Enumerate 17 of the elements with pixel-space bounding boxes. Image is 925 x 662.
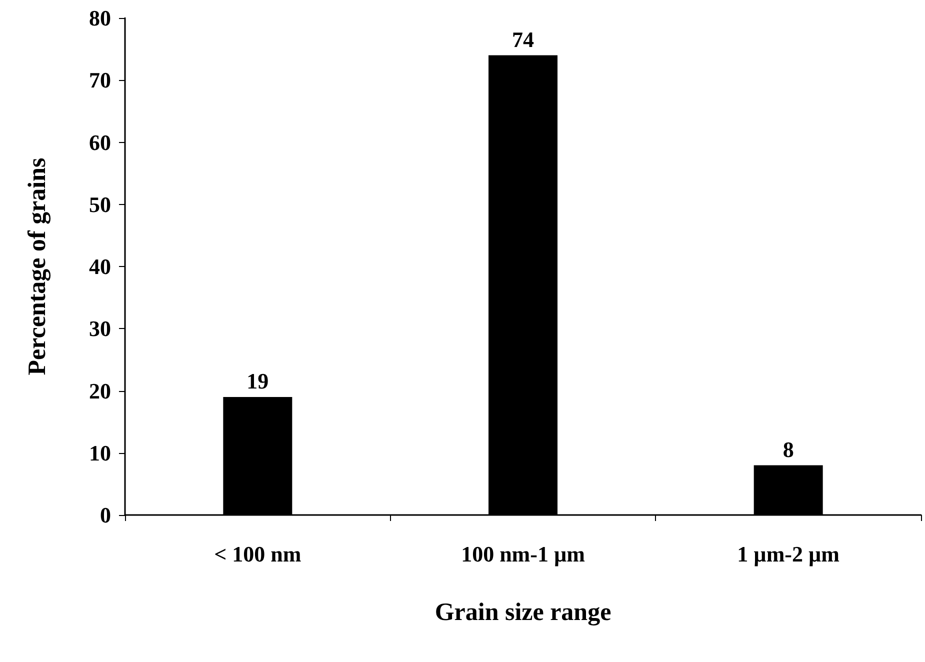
y-tick-label: 40 bbox=[89, 254, 111, 279]
y-tick-label: 20 bbox=[89, 378, 111, 404]
x-tick-label: 1 µm-2 µm bbox=[737, 542, 840, 566]
y-tick-label: 50 bbox=[89, 192, 111, 217]
y-tick-label: 0 bbox=[100, 502, 111, 528]
x-tick-label: 100 nm-1 µm bbox=[461, 542, 585, 566]
y-tick-label: 70 bbox=[89, 68, 111, 93]
data-label: 8 bbox=[782, 436, 794, 462]
x-tick-label: < 100 nm bbox=[214, 542, 302, 566]
y-tick-label: 10 bbox=[89, 440, 111, 466]
y-tick-label: 80 bbox=[89, 6, 111, 30]
data-label: 19 bbox=[246, 368, 269, 394]
data-label: 74 bbox=[512, 26, 534, 52]
y-tick-label: 60 bbox=[89, 130, 111, 155]
x-axis-title: Grain size range bbox=[434, 599, 612, 626]
y-axis-title: Percentage of grains bbox=[24, 157, 51, 376]
y-tick-label: 30 bbox=[89, 316, 111, 342]
